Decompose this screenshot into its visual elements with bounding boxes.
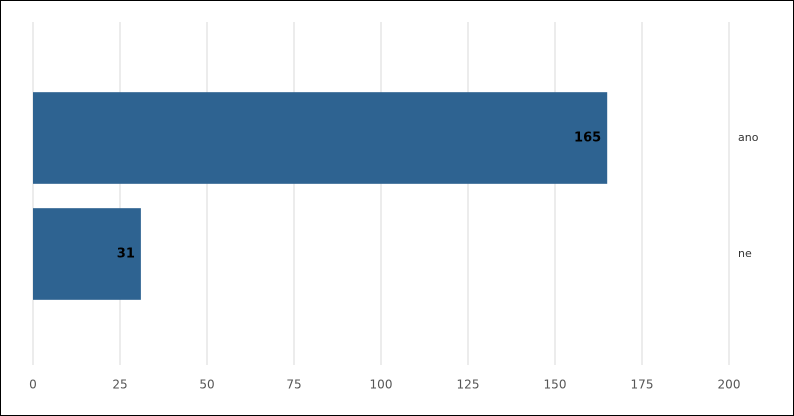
x-tick-label: 50 — [199, 378, 214, 392]
x-tick-label: 175 — [631, 378, 654, 392]
category-label: ne — [738, 247, 752, 260]
bar — [33, 208, 141, 300]
x-tick-label: 25 — [112, 378, 127, 392]
x-tick-label: 100 — [370, 378, 393, 392]
x-tick-label: 125 — [457, 378, 480, 392]
bar — [33, 92, 608, 184]
x-tick-label: 200 — [718, 378, 741, 392]
x-tick-label: 150 — [544, 378, 567, 392]
value-label: 31 — [117, 247, 135, 262]
x-tick-label: 0 — [29, 378, 37, 392]
value-label: 165 — [574, 131, 601, 146]
category-label: ano — [738, 131, 759, 144]
x-tick-label: 75 — [286, 378, 301, 392]
